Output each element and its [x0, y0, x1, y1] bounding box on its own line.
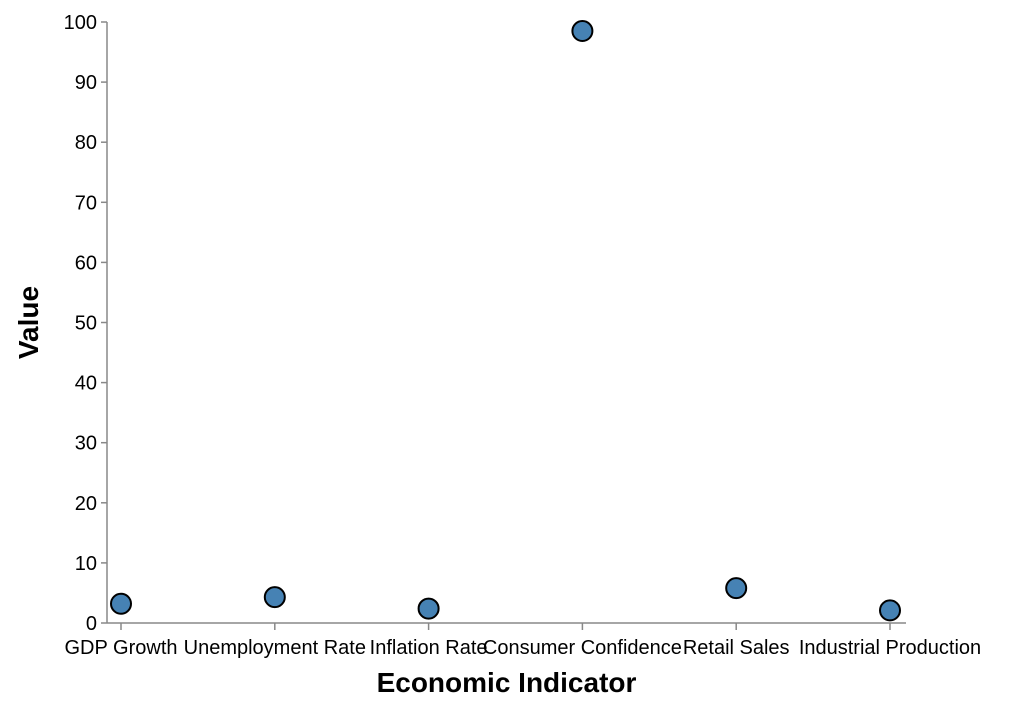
y-tick-label: 90: [75, 72, 97, 94]
y-tick-label: 10: [75, 553, 97, 575]
y-axis-title: Value: [13, 286, 44, 359]
data-point: [417, 597, 440, 620]
y-tick-label: 70: [75, 192, 97, 214]
x-tick-label: Retail Sales: [683, 637, 790, 659]
y-tick-label: 100: [64, 12, 97, 34]
x-tick-label: GDP Growth: [65, 637, 178, 659]
data-point: [110, 592, 132, 615]
y-tick-label: 20: [75, 493, 97, 515]
x-axis-title: Economic Indicator: [377, 667, 637, 698]
y-tick-label: 50: [75, 313, 97, 335]
y-tick-label: 30: [75, 433, 97, 455]
y-tick-label: 40: [75, 373, 97, 395]
x-tick-label: Inflation Rate: [370, 637, 488, 659]
x-axis: GDP Growth Unemployment Rate Inflation Rat…: [65, 622, 981, 659]
data-point: [571, 20, 594, 43]
data-points: [110, 20, 901, 622]
y-axis: 0 10 20 30 40 50 60 70 80 90 100: [64, 12, 108, 635]
x-tick-label: Unemployment Rate: [184, 637, 366, 659]
data-point: [725, 577, 748, 600]
data-point: [879, 599, 901, 622]
x-tick-label: Consumer Confidence: [483, 637, 682, 659]
y-tick-label: 60: [75, 252, 97, 274]
x-tick-label: Industrial Production: [799, 637, 981, 659]
y-tick-label: 0: [86, 613, 97, 635]
y-tick-label: 80: [75, 132, 97, 154]
data-point: [263, 586, 286, 609]
